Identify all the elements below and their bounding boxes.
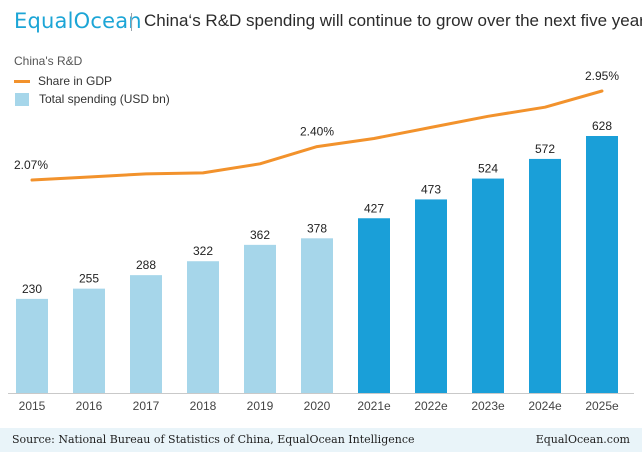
bar-2015	[16, 298, 48, 393]
series-line-share-in-gdp	[30, 89, 604, 182]
bar-2021e	[358, 218, 390, 393]
bar-value-label-2020: 378	[307, 221, 327, 235]
x-tick-label-2018: 2018	[190, 399, 217, 413]
bar-value-label-2021e: 427	[364, 201, 384, 215]
bar-2017	[130, 275, 162, 393]
source-note: Source: National Bureau of Statistics of…	[12, 433, 415, 446]
chart-legend: Share in GDP Total spending (USD bn)	[14, 72, 170, 108]
legend-bar-swatch	[15, 92, 29, 106]
x-tick-label-2019: 2019	[247, 399, 274, 413]
legend-line-swatch	[14, 79, 30, 83]
chart-subtitle: China's R&D	[14, 54, 83, 68]
bar-value-label-2019: 362	[250, 228, 270, 242]
bar-value-label-2015: 230	[22, 282, 42, 296]
x-tick-label-2025e: 2025e	[585, 399, 619, 413]
header: EqualOcean China‘s R&D spending will con…	[0, 0, 642, 44]
bar-2019	[244, 244, 276, 393]
brand-logo: EqualOcean	[14, 9, 142, 33]
bar-value-label-2024e: 572	[535, 142, 555, 156]
legend-item-bar: Total spending (USD bn)	[14, 90, 170, 108]
site-link[interactable]: EqualOcean.com	[535, 433, 630, 446]
x-tick-label-2017: 2017	[133, 399, 160, 413]
bar-2018	[187, 261, 219, 393]
bar-2016	[73, 288, 105, 393]
page-title: China‘s R&D spending will continue to gr…	[144, 11, 642, 30]
bar-value-label-2017: 288	[136, 258, 156, 272]
header-divider	[131, 13, 132, 31]
x-tick-label-2024e: 2024e	[528, 399, 562, 413]
bar-2022e	[415, 199, 447, 393]
legend-item-line: Share in GDP	[14, 72, 170, 90]
bar-2023e	[472, 178, 504, 393]
line-value-label-2020: 2.40%	[300, 125, 334, 139]
footer: Source: National Bureau of Statistics of…	[0, 428, 642, 452]
bar-value-label-2018: 322	[193, 244, 213, 258]
bar-2020	[301, 238, 333, 393]
bar-value-label-2023e: 524	[478, 162, 498, 176]
x-tick-label-2016: 2016	[76, 399, 103, 413]
line-value-label-2025e: 2.95%	[585, 69, 619, 83]
chart-plot-area: 230 2015 255 2016 288 2017 322 2018 362 2019 378 20…	[8, 69, 634, 413]
x-tick-label-2015: 2015	[19, 399, 46, 413]
x-tick-label-2021e: 2021e	[357, 399, 391, 413]
bar-value-label-2022e: 473	[421, 182, 441, 196]
bar-value-label-2016: 255	[79, 272, 99, 286]
bar-2025e	[586, 136, 618, 393]
bar-value-label-2025e: 628	[592, 119, 612, 133]
legend-label-bar: Total spending (USD bn)	[39, 92, 170, 106]
line-value-label-2015: 2.07%	[14, 158, 48, 172]
x-tick-label-2020: 2020	[304, 399, 331, 413]
bar-2024e	[529, 158, 561, 393]
x-tick-label-2022e: 2022e	[414, 399, 448, 413]
legend-label-line: Share in GDP	[38, 74, 113, 88]
x-tick-label-2023e: 2023e	[471, 399, 505, 413]
